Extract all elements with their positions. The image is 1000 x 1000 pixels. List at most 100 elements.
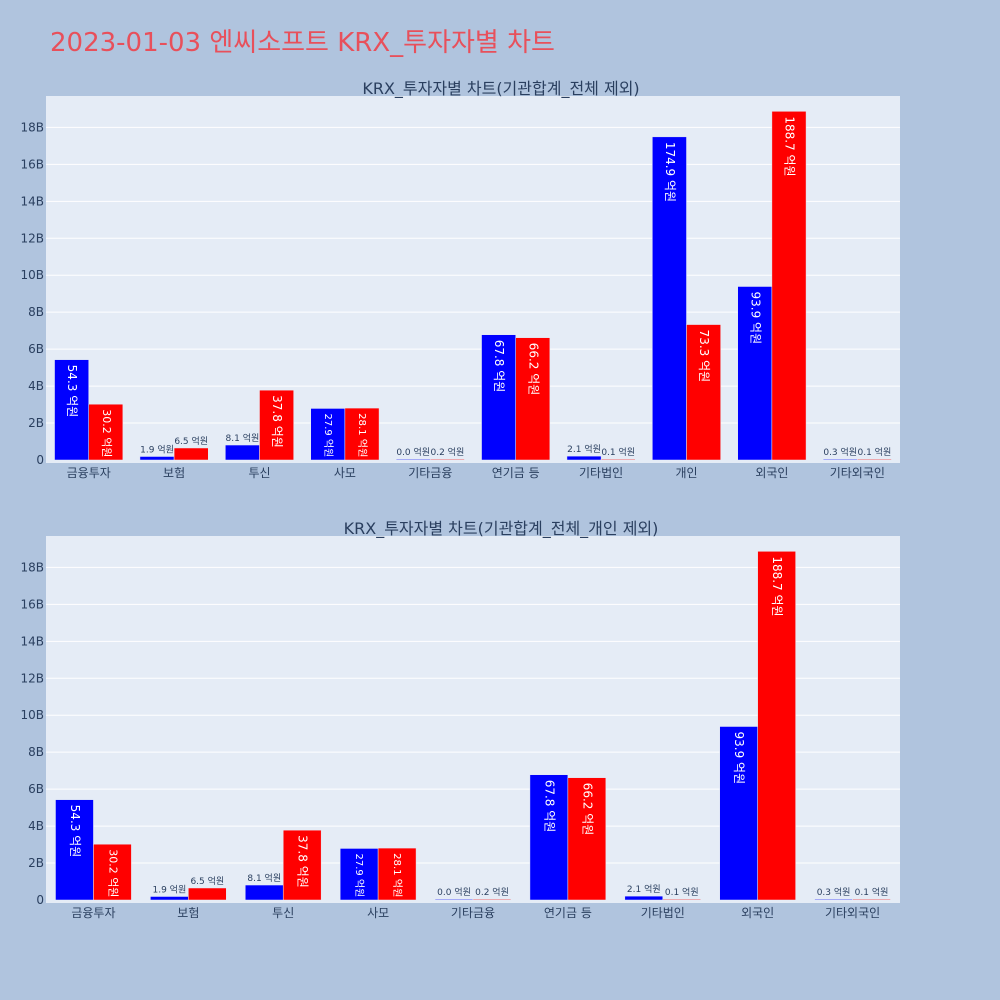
x-tick-label: 기타금융: [408, 466, 452, 480]
y-tick-label: 14B: [20, 634, 44, 648]
bar-value-label: 6.5 억원: [190, 875, 224, 887]
chart-title: KRX_투자자별 차트(기관합계_전체_개인 제외): [344, 519, 659, 539]
bar-value-label: 1.9 억원: [152, 883, 186, 895]
bar: [771, 111, 807, 461]
y-tick-label: 16B: [20, 157, 44, 171]
y-tick-label: 18B: [20, 120, 44, 134]
bar-value-label: 28.1 억원: [391, 853, 403, 897]
bar: [282, 829, 322, 901]
bar: [652, 136, 687, 461]
bar-value-label: 27.9 억원: [353, 853, 365, 897]
x-tick-label: 보험: [177, 906, 199, 920]
x-tick-label: 기타외국인: [830, 466, 885, 480]
bar: [757, 551, 796, 901]
bar: [54, 359, 89, 461]
y-tick-label: 0: [36, 893, 44, 907]
bar-value-label: 93.9 억원: [732, 731, 746, 784]
bar: [434, 898, 474, 901]
bar-value-label: 0.1 억원: [855, 886, 889, 898]
y-tick-label: 12B: [20, 671, 44, 685]
chart-top: KRX_투자자별 차트(기관합계_전체 제외) 0 2B 4B 6B 8B 10B 12B 14…: [20, 79, 900, 480]
y-tick-label: 10B: [20, 708, 44, 722]
x-tick-label: 개인: [675, 466, 697, 480]
y-tick-label: 4B: [28, 379, 44, 393]
y-tick-label: 2B: [28, 856, 44, 870]
bar: [515, 337, 551, 461]
bar-value-label: 6.5 억원: [174, 435, 208, 447]
x-tick-label: 사모: [367, 906, 389, 920]
x-tick-label: 사모: [334, 466, 356, 480]
bar: [259, 389, 294, 461]
bar-value-label: 174.9 억원: [663, 142, 677, 202]
bar: [814, 898, 853, 901]
bar-value-label: 2.1 억원: [567, 443, 601, 455]
x-tick-label: 금융투자: [67, 466, 111, 480]
bar-value-label: 8.1 억원: [247, 872, 281, 884]
bar: [719, 726, 758, 901]
bar: [173, 447, 209, 461]
y-tick-label: 10B: [20, 268, 44, 282]
bar: [852, 898, 891, 901]
chart-title: KRX_투자자별 차트(기관합계_전체 제외): [362, 79, 639, 99]
y-tick-label: 6B: [28, 342, 44, 356]
page-title: 2023-01-03 엔씨소프트 KRX_투자자별 차트: [50, 28, 555, 58]
bar: [245, 884, 284, 901]
bar-value-label: 37.8 억원: [296, 835, 310, 888]
bar: [686, 324, 721, 461]
bar-value-label: 0.3 억원: [817, 886, 851, 898]
bar-value-label: 188.7 억원: [782, 116, 796, 176]
bar: [430, 458, 465, 461]
x-tick-label: 연기금 등: [544, 906, 592, 920]
bar: [857, 458, 892, 461]
y-tick-label: 16B: [20, 597, 44, 611]
bar-value-label: 30.2 억원: [100, 409, 113, 457]
bar-value-label: 27.9 억원: [322, 413, 334, 457]
bar-value-label: 2.1 억원: [627, 883, 661, 895]
x-tick-label: 기타금융: [451, 906, 495, 920]
bar: [225, 444, 260, 461]
bar-value-label: 0.1 억원: [601, 446, 635, 458]
bar: [88, 403, 124, 461]
x-tick-label: 투신: [272, 906, 294, 920]
bar-value-label: 67.8 억원: [492, 340, 506, 393]
y-tick-label: 0: [36, 453, 44, 467]
y-tick-label: 4B: [28, 819, 44, 833]
bar: [339, 848, 379, 901]
bar-value-label: 0.2 억원: [475, 886, 509, 898]
bar: [662, 898, 701, 901]
bar-value-label: 0.0 억원: [437, 886, 471, 898]
bar-value-label: 37.8 억원: [270, 395, 284, 448]
bar-value-label: 66.2 억원: [580, 783, 594, 836]
y-tick-label: 8B: [28, 745, 44, 759]
bar: [150, 896, 189, 901]
y-tick-label: 12B: [20, 231, 44, 245]
x-tick-label: 기타법인: [641, 906, 685, 920]
bar: [188, 887, 227, 901]
x-tick-label: 연기금 등: [492, 466, 540, 480]
bar: [310, 408, 346, 461]
x-tick-label: 금융투자: [71, 906, 115, 920]
bar-value-label: 28.1 억원: [356, 413, 368, 457]
bar: [481, 334, 516, 461]
bar-value-label: 8.1 억원: [226, 432, 260, 444]
x-tick-label: 보험: [163, 466, 185, 480]
chart-bottom: KRX_투자자별 차트(기관합계_전체_개인 제외) 0 2B 4B 6B 8B 10B 12…: [20, 519, 900, 920]
bar-value-label: 67.8 억원: [542, 780, 556, 833]
bar: [472, 898, 512, 901]
bar-value-label: 73.3 억원: [697, 330, 711, 383]
bar: [139, 456, 175, 461]
bar: [395, 458, 431, 461]
bar-value-label: 0.1 억원: [858, 446, 892, 458]
bar: [55, 799, 94, 901]
bar: [567, 777, 607, 901]
bar-value-label: 54.3 억원: [65, 365, 79, 418]
bar: [566, 455, 602, 461]
y-tick-label: 18B: [20, 560, 44, 574]
bar: [344, 407, 380, 461]
y-tick-label: 8B: [28, 305, 44, 319]
bar: [600, 458, 636, 461]
x-tick-label: 외국인: [741, 906, 774, 920]
bar-value-label: 30.2 억원: [106, 849, 119, 897]
bar-value-label: 188.7 억원: [770, 556, 784, 616]
y-tick-label: 6B: [28, 782, 44, 796]
